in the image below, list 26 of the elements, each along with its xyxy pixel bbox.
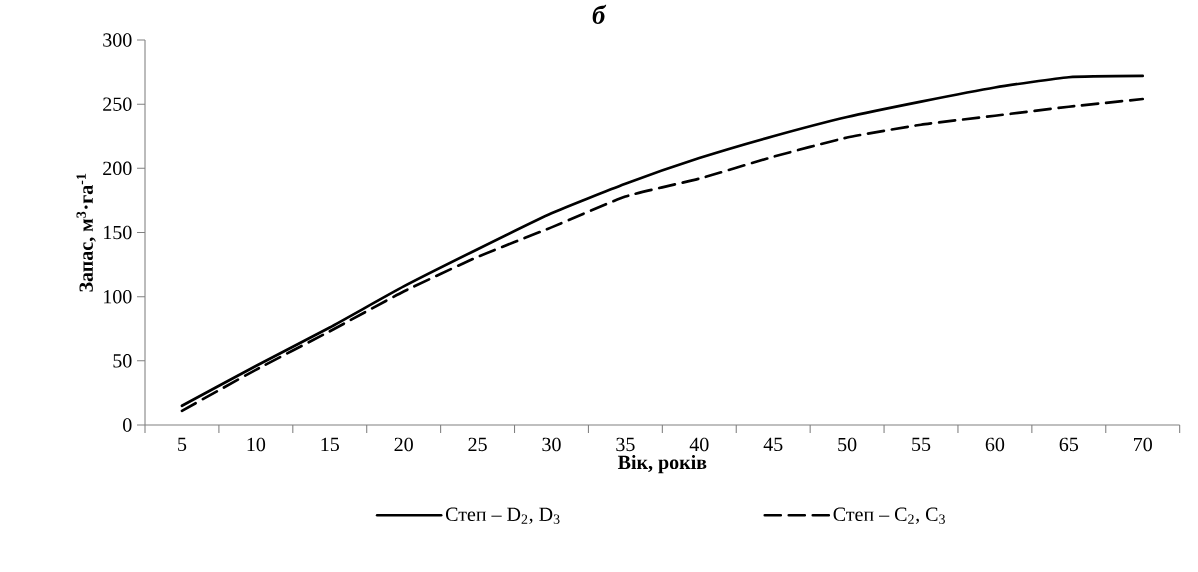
chart-title: б [592, 4, 607, 25]
y-tick-label: 300 [103, 33, 132, 47]
x-tick-label: 15 [321, 437, 339, 452]
legend-label: Степ – C$_{2}$, C$_{3}$ [833, 507, 945, 524]
y-tick-label: 150 [104, 225, 132, 240]
x-tick-label: 25 [468, 437, 487, 452]
x-tick-label: 65 [1059, 437, 1079, 452]
y-tick-label: 50 [113, 354, 132, 368]
y-tick-label: 0 [123, 418, 132, 432]
x-tick-label: 70 [1134, 437, 1152, 452]
x-tick-label: 20 [394, 437, 413, 452]
x-tick-label: 35 [616, 437, 635, 452]
y-tick-label: 250 [103, 97, 132, 111]
x-axis-title: Вік, років [617, 455, 707, 474]
y-tick-label: 100 [104, 289, 132, 304]
y-axis-title: Запас, м$^{3}$·га$^{-1}$ [76, 173, 96, 292]
x-tick-label: 45 [763, 437, 783, 452]
x-tick-label: 10 [247, 437, 266, 452]
x-tick-label: 5 [178, 437, 187, 451]
x-tick-label: 60 [985, 437, 1005, 452]
x-tick-label: 40 [689, 437, 709, 452]
x-tick-label: 50 [838, 437, 857, 452]
x-tick-label: 55 [912, 437, 931, 451]
x-tick-label: 30 [542, 437, 561, 452]
legend-label: Степ – D$_{2}$, D$_{3}$ [445, 507, 560, 524]
y-tick-label: 200 [103, 161, 132, 176]
